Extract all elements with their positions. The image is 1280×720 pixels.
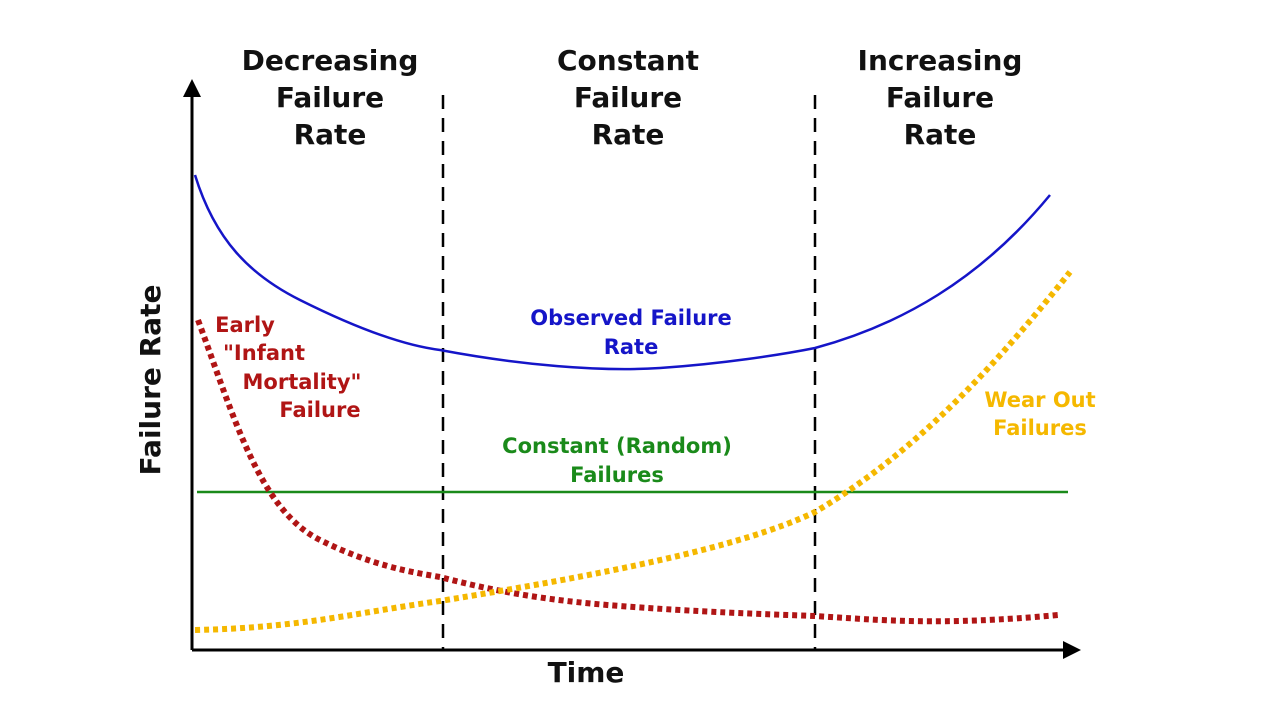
text-line: Increasing — [858, 44, 1023, 77]
text-line: Rate — [592, 118, 665, 151]
text-line: Wear Out — [984, 388, 1095, 412]
text-line: Rate — [604, 335, 659, 359]
infant-label: Early "Infant Mortality" Failure — [215, 313, 361, 422]
text-line: Failures — [570, 463, 664, 487]
text-line: Failure — [279, 398, 360, 422]
text-line: Early — [215, 313, 275, 337]
infant-curve — [195, 318, 1059, 625]
text-line: Failure — [886, 81, 994, 114]
text-line: Failures — [993, 416, 1087, 440]
y-axis-label: Failure Rate — [134, 285, 167, 476]
constant-label: Constant (Random) Failures — [502, 434, 732, 487]
region-label: Increasing Failure Rate — [858, 44, 1023, 151]
text-line: Constant (Random) — [502, 434, 732, 458]
region-label: Constant Failure Rate — [557, 44, 699, 151]
text-line: "Infant — [223, 341, 305, 365]
text-line: Decreasing — [242, 44, 419, 77]
text-line: Observed Failure — [530, 306, 732, 330]
text-line: Constant — [557, 44, 699, 77]
x-axis-label: Time — [548, 656, 625, 689]
text-line: Failure — [574, 81, 682, 114]
text-line: Mortality" — [243, 370, 362, 394]
region-label: Decreasing Failure Rate — [242, 44, 419, 151]
wearout-curve — [194, 270, 1073, 633]
text-line: Rate — [294, 118, 367, 151]
observed-label: Observed Failure Rate — [530, 306, 732, 359]
observed-curve — [193, 174, 1051, 371]
text-line: Rate — [904, 118, 977, 151]
wearout-label: Wear Out Failures — [984, 388, 1095, 440]
text-line: Failure — [276, 81, 384, 114]
